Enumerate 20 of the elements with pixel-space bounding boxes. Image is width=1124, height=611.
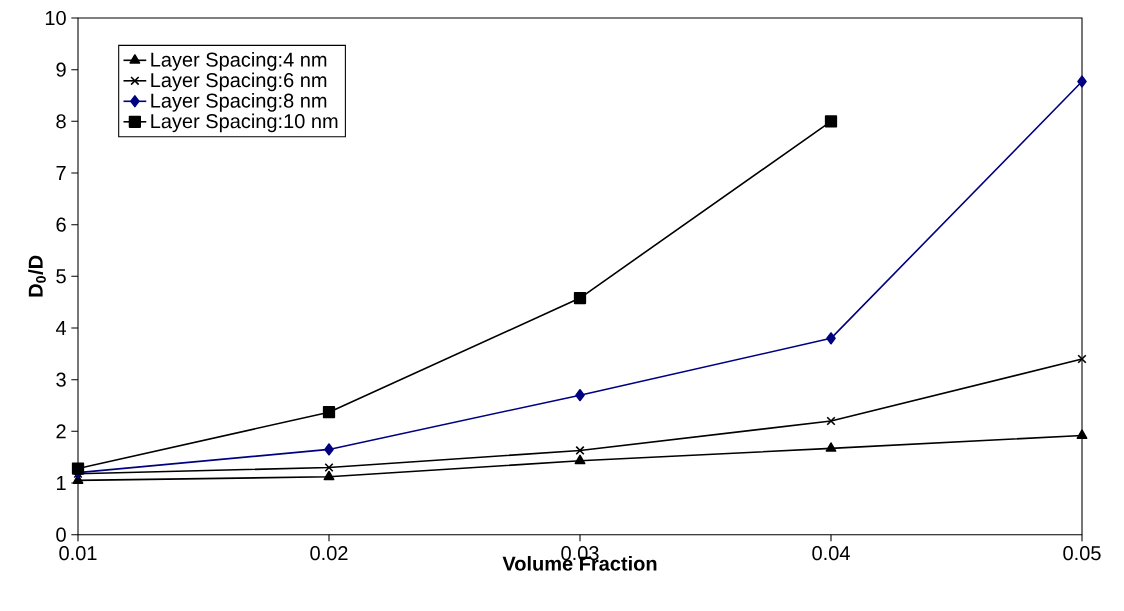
- y-tick-label: 1: [57, 476, 66, 490]
- y-tick-label: 0: [56, 527, 66, 542]
- y-axis-title: D$_{0}$/D: [28, 255, 46, 297]
- legend-label: Layer Spacing:6 nm: [151, 72, 327, 92]
- y-tick-label: 6: [56, 217, 66, 232]
- y-tick-label: 5: [56, 269, 66, 284]
- legend-label: Layer Spacing:8 nm: [151, 93, 327, 112]
- legend-label: Layer Spacing:4 nm: [151, 52, 327, 71]
- y-tick-label: 7: [56, 166, 66, 180]
- y-tick-label: 2: [56, 424, 66, 439]
- y-tick-label: 10: [45, 10, 66, 26]
- x-tick-label: 0.01: [59, 546, 97, 561]
- y-tick-label: 3: [56, 372, 66, 387]
- y-tick-label: 9: [56, 62, 66, 77]
- x-tick-label: 0.02: [310, 546, 348, 561]
- legend-label: Layer Spacing:10 nm: [151, 113, 338, 133]
- x-tick-label: 0.05: [1063, 546, 1101, 561]
- y-tick-label: 8: [56, 114, 66, 129]
- y-tick-label: 4: [55, 321, 67, 335]
- x-tick-label: 0.04: [812, 546, 850, 561]
